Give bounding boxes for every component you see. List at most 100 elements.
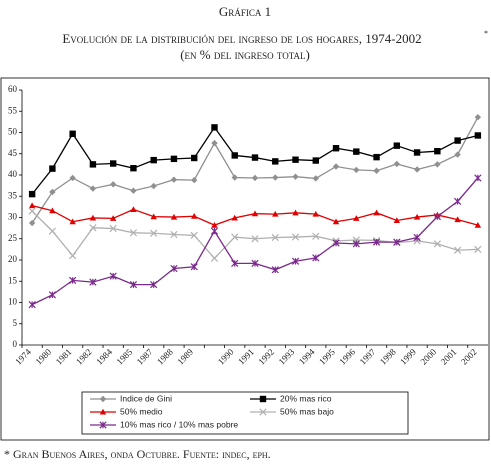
marker: [49, 207, 56, 214]
y-tick-label: 55: [8, 105, 18, 115]
marker: [332, 218, 340, 225]
chart-title: Evolución de la distribución del ingreso…: [62, 31, 421, 46]
marker: [292, 156, 299, 163]
marker: [413, 233, 421, 242]
marker: [170, 176, 178, 183]
y-tick-label: 60: [8, 84, 18, 94]
marker: [474, 114, 482, 121]
marker: [150, 281, 158, 289]
marker: [49, 165, 56, 172]
marker: [433, 213, 441, 221]
y-tick-label: 0: [13, 339, 18, 349]
marker: [251, 174, 259, 182]
marker: [474, 245, 482, 253]
marker: [272, 210, 279, 217]
marker: [454, 137, 461, 144]
y-tick-label: 25: [8, 233, 18, 243]
marker: [28, 219, 36, 227]
marker: [353, 148, 360, 155]
marker: [373, 167, 380, 174]
y-tick-label: 30: [8, 212, 18, 222]
marker: [312, 157, 319, 164]
marker: [89, 278, 97, 286]
marker: [332, 163, 340, 170]
x-tick-label: 1994: [297, 346, 317, 366]
marker: [191, 213, 198, 219]
marker: [312, 175, 319, 182]
marker: [312, 232, 320, 240]
title-note: *: [484, 29, 488, 38]
marker: [210, 254, 219, 262]
marker: [28, 207, 36, 215]
y-tick-label: 45: [8, 148, 18, 158]
marker: [109, 215, 117, 221]
marker: [28, 301, 36, 309]
marker: [170, 155, 178, 163]
x-tick-label: 1974: [13, 346, 33, 366]
marker: [272, 174, 279, 181]
marker: [89, 214, 97, 221]
x-tick-label: 1998: [378, 346, 398, 366]
legend-label: 50% medio: [120, 406, 163, 416]
x-tick-label: 1989: [175, 346, 195, 366]
x-tick-label: 1992: [256, 347, 276, 367]
x-tick-label: 1997: [358, 346, 378, 366]
legend-marker: [99, 395, 107, 403]
marker: [191, 154, 198, 162]
marker: [454, 216, 461, 223]
x-tick-label: 1980: [33, 346, 53, 366]
marker: [393, 238, 401, 246]
x-tick-label: 1981: [54, 347, 74, 367]
marker: [170, 264, 178, 273]
chart-label: Gráfica 1: [219, 4, 271, 19]
x-tick-label: 1984: [94, 346, 114, 366]
marker: [210, 227, 219, 235]
y-tick-label: 40: [8, 169, 18, 179]
legend-label: 10% mas rico / 10% mas pobre: [120, 419, 238, 429]
marker: [109, 181, 117, 188]
x-tick-label: 1982: [74, 347, 94, 367]
marker: [352, 240, 360, 248]
marker: [434, 148, 441, 155]
marker: [28, 202, 36, 209]
marker: [49, 188, 56, 196]
marker: [130, 187, 137, 194]
marker: [453, 246, 462, 254]
y-tick-label: 10: [8, 297, 18, 307]
marker: [89, 185, 97, 192]
marker: [251, 259, 259, 268]
x-tick-label: 2002: [459, 347, 479, 367]
marker: [69, 276, 77, 285]
marker: [332, 145, 340, 152]
marker: [251, 235, 259, 243]
marker: [129, 229, 138, 237]
legend-marker: [259, 408, 267, 416]
marker: [28, 190, 36, 198]
series-line: [31, 116, 479, 224]
x-tick-label: 1999: [398, 346, 418, 366]
y-tick-label: 50: [8, 127, 18, 137]
x-tick-label: 1987: [135, 346, 155, 366]
x-tick-label: 1995: [317, 346, 337, 366]
marker: [292, 173, 299, 180]
marker: [373, 153, 380, 161]
marker: [291, 233, 300, 241]
marker: [69, 218, 76, 225]
marker: [69, 130, 76, 137]
marker: [211, 221, 218, 228]
marker: [130, 206, 137, 212]
x-tick-label: 1988: [155, 346, 175, 366]
marker: [251, 154, 259, 161]
marker: [312, 210, 319, 217]
marker: [413, 166, 421, 173]
marker: [453, 197, 462, 205]
marker: [48, 291, 57, 299]
x-tick-label: 1990: [216, 346, 236, 366]
legend-marker: [99, 408, 107, 415]
marker: [150, 156, 157, 164]
marker: [190, 263, 198, 271]
x-tick-label: 1991: [236, 347, 256, 367]
marker: [191, 176, 198, 184]
x-tick-label: 2001: [439, 347, 459, 367]
chart-subtitle: (en % del ingreso total): [180, 47, 310, 62]
